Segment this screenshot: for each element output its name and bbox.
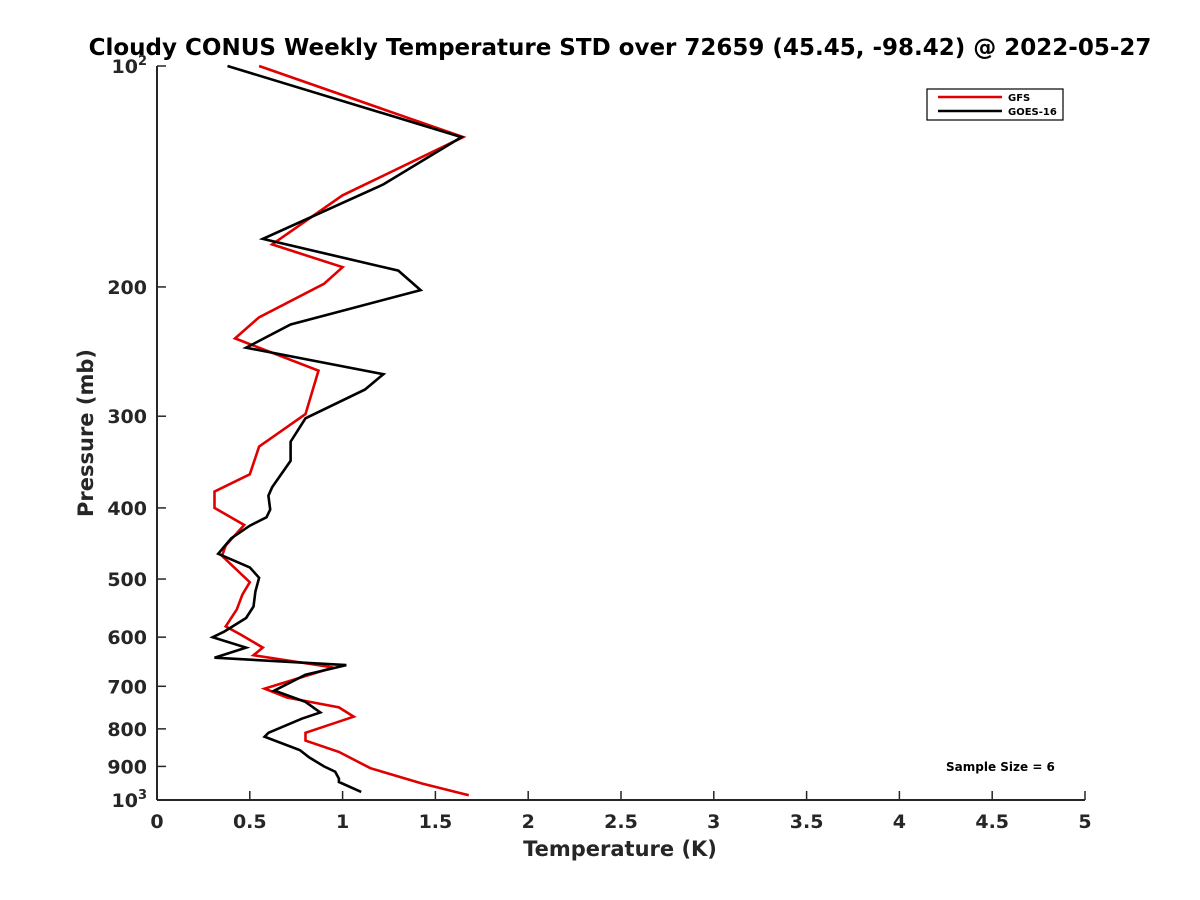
y-tick-label: 200	[107, 277, 147, 299]
x-tick-label: 3.5	[790, 811, 824, 833]
legend-label-goes16: GOES-16	[1008, 107, 1057, 118]
legend-box	[926, 88, 1064, 121]
x-tick-label: 1.5	[419, 811, 453, 833]
y-tick-label: 800	[107, 719, 147, 741]
series-line-goes16	[209, 64, 465, 794]
legend: GFS GOES-16	[926, 88, 1064, 121]
x-tick-label: 0	[150, 811, 163, 833]
sample-size-annotation: Sample Size = 6	[946, 760, 1055, 774]
series-line-gfs	[213, 64, 470, 797]
x-tick-label: 2	[522, 811, 535, 833]
y-tick-label: 102	[112, 54, 148, 78]
x-tick-label: 2.5	[604, 811, 638, 833]
x-tick-label: 1	[336, 811, 349, 833]
x-tick-label: 0.5	[233, 811, 267, 833]
y-tick-label: 500	[107, 569, 147, 591]
y-axis-label: Pressure (mb)	[74, 349, 98, 517]
chart-title: Cloudy CONUS Weekly Temperature STD over…	[89, 35, 1152, 61]
y-tick-label: 600	[107, 627, 147, 649]
y-tick-label: 103	[112, 788, 148, 812]
x-axis-label: Temperature (K)	[523, 837, 717, 861]
x-tick-label: 4	[893, 811, 906, 833]
axes: 0 0.5 1 1.5 2 2.5 3 3.5 4 4.5 5 102 200 300 400 500 600 7…	[107, 54, 1091, 833]
plot-area	[209, 64, 470, 797]
x-tick-label: 3	[707, 811, 720, 833]
x-tick-label: 4.5	[975, 811, 1009, 833]
y-tick-label: 400	[107, 498, 147, 520]
y-tick-label: 300	[107, 406, 147, 428]
x-tick-label: 5	[1078, 811, 1091, 833]
y-tick-label: 900	[107, 756, 147, 778]
y-tick-label: 700	[107, 676, 147, 698]
legend-label-gfs: GFS	[1008, 93, 1030, 104]
